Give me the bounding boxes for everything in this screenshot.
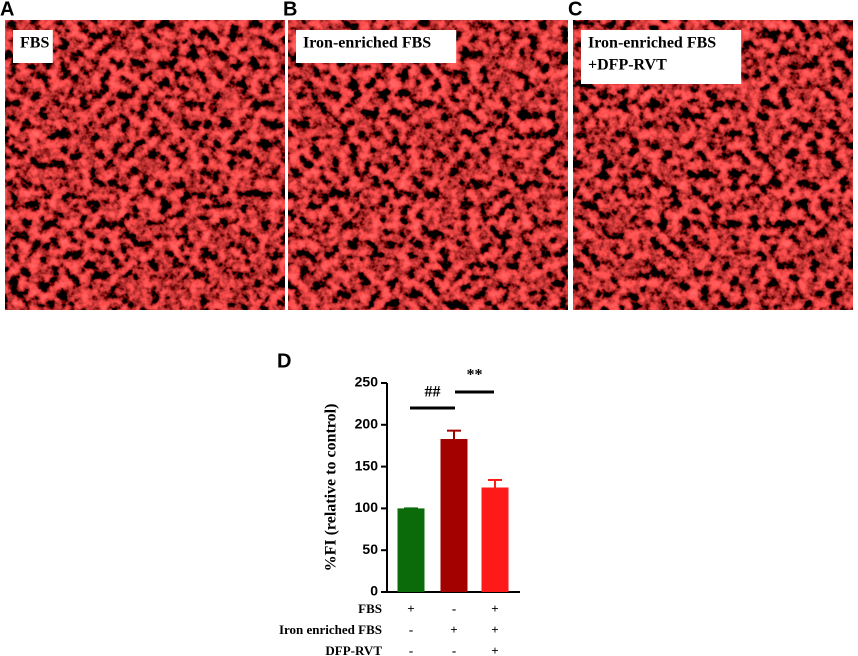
treatment-mark: - <box>409 643 413 656</box>
significance-label: ** <box>467 367 483 384</box>
y-axis-label: %FI (relative to control) <box>323 404 340 572</box>
treatment-mark: + <box>407 601 414 616</box>
treatment-mark: + <box>491 643 498 656</box>
treatment-mark: + <box>491 601 498 616</box>
micrograph-signal <box>288 20 568 310</box>
caption: +DFP-RVT <box>588 57 667 74</box>
caption: Iron-enriched FBS <box>588 35 716 52</box>
treatment-mark: + <box>450 622 457 637</box>
caption-box <box>296 30 457 63</box>
panel-letter: C <box>568 0 582 20</box>
treatment-mark: - <box>409 622 413 637</box>
y-tick-label: 0 <box>370 583 378 599</box>
y-tick-label: 150 <box>355 457 379 473</box>
y-tick-label: 100 <box>355 499 379 515</box>
caption: FBS <box>20 35 49 52</box>
bar <box>481 487 509 592</box>
treatment-mark: + <box>491 622 498 637</box>
treatment-mark: - <box>452 601 456 616</box>
caption-box <box>13 30 53 63</box>
caption-box <box>581 30 742 84</box>
panel-letter: B <box>283 0 297 20</box>
treatment-mark: - <box>452 643 456 656</box>
bar-chart: D 0 50 100 150 200 250 %FI (relative to control… <box>277 350 520 656</box>
treatment-label: DFP-RVT <box>325 643 382 656</box>
panel-letter: D <box>277 350 291 372</box>
panel-letter: A <box>0 0 14 20</box>
significance-label: ## <box>425 384 441 401</box>
treatment-label: Iron enriched FBS <box>279 622 382 637</box>
y-tick-label: 250 <box>355 374 379 390</box>
bar <box>397 508 425 592</box>
micrograph-signal <box>5 20 285 310</box>
bar <box>440 439 468 592</box>
caption: Iron-enriched FBS <box>303 35 431 52</box>
treatment-label: FBS <box>358 601 382 616</box>
y-tick-label: 50 <box>362 541 378 557</box>
y-tick-label: 200 <box>355 416 379 432</box>
image-panels: A FBS B Iron-enriched FBS C Iron-enriched FBS… <box>0 0 853 310</box>
